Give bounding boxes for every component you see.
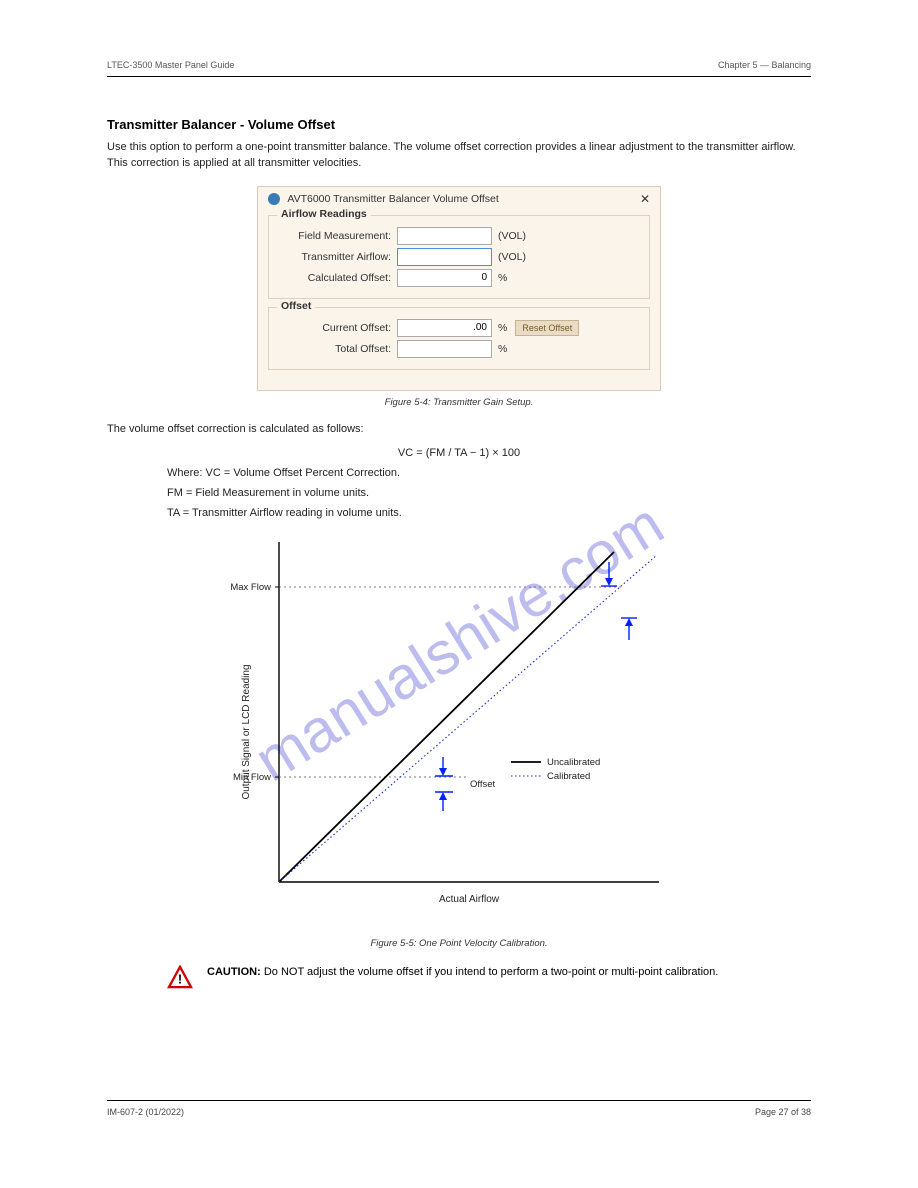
caution-block: ! CAUTION: Do NOT adjust the volume offs… <box>167 965 811 994</box>
footer-page: Page 27 of 38 <box>755 1107 811 1117</box>
y-axis-label: Output Signal or LCD Reading <box>241 664 252 799</box>
where-line-1: Where: VC = Volume Offset Percent Correc… <box>167 466 811 482</box>
footer-code: IM-607-2 (01/2022) <box>107 1107 184 1117</box>
total-offset-unit: % <box>492 343 507 355</box>
transmitter-airflow-label: Transmitter Airflow: <box>277 251 397 263</box>
page-header: LTEC-3500 Master Panel Guide Chapter 5 —… <box>107 60 811 77</box>
section-heading: Transmitter Balancer - Volume Offset <box>107 117 811 132</box>
chapter-title: Chapter 5 — Balancing <box>718 60 811 70</box>
reset-offset-button[interactable]: Reset Offset <box>515 320 579 336</box>
x-axis-label: Actual Airflow <box>439 894 500 905</box>
formula: VC = (FM / TA − 1) × 100 <box>107 446 811 462</box>
offset-marker-min <box>435 757 453 811</box>
volume-offset-dialog: AVT6000 Transmitter Balancer Volume Offs… <box>257 186 661 391</box>
figure-5-5-caption: Figure 5-5: One Point Velocity Calibrati… <box>107 938 811 949</box>
intro-paragraph: Use this option to perform a one-point t… <box>107 140 811 172</box>
caution-body: Do NOT adjust the volume offset if you i… <box>264 966 718 978</box>
offset-group: Offset Current Offset: % Reset Offset To… <box>268 307 650 370</box>
total-offset-label: Total Offset: <box>277 343 397 355</box>
field-measurement-input[interactable] <box>397 227 492 245</box>
calibration-chart: Output Signal or LCD Reading <box>229 532 689 932</box>
figure-5-4-caption: Figure 5-4: Transmitter Gain Setup. <box>107 397 811 408</box>
page-footer: IM-607-2 (01/2022) Page 27 of 38 <box>107 1100 811 1117</box>
where-line-2: FM = Field Measurement in volume units. <box>167 486 811 502</box>
legend-cal-label: Calibrated <box>547 771 590 782</box>
airflow-readings-legend: Airflow Readings <box>277 208 371 220</box>
ytick-max-label: Max Flow <box>230 582 271 593</box>
offset-legend: Offset <box>277 300 315 312</box>
legend-uncal-label: Uncalibrated <box>547 757 600 768</box>
current-offset-input[interactable] <box>397 319 492 337</box>
current-offset-label: Current Offset: <box>277 322 397 334</box>
total-offset-input[interactable] <box>397 340 492 358</box>
caution-label: CAUTION: <box>207 966 261 978</box>
close-icon[interactable]: ✕ <box>640 192 650 206</box>
warning-icon: ! <box>167 965 193 994</box>
field-measurement-unit: (VOL) <box>492 230 526 242</box>
calibrated-line <box>279 555 657 882</box>
calc-intro: The volume offset correction is calculat… <box>107 422 811 438</box>
page-content: LTEC-3500 Master Panel Guide Chapter 5 —… <box>107 60 811 994</box>
chart-svg: Uncalibrated Calibrated Min Flow Max Flo… <box>229 532 689 932</box>
field-measurement-label: Field Measurement: <box>277 230 397 242</box>
calculated-offset-label: Calculated Offset: <box>277 272 397 284</box>
offset-marker-max <box>601 562 637 640</box>
doc-title: LTEC-3500 Master Panel Guide <box>107 60 234 70</box>
calculated-offset-input[interactable] <box>397 269 492 287</box>
caution-text: CAUTION: Do NOT adjust the volume offset… <box>207 965 718 980</box>
current-offset-unit: % <box>492 322 507 334</box>
svg-text:!: ! <box>178 971 182 986</box>
offset-annotation: Offset <box>470 779 496 790</box>
ytick-min-label: Min Flow <box>233 772 271 783</box>
airflow-readings-group: Airflow Readings Field Measurement: (VOL… <box>268 215 650 299</box>
app-icon <box>268 193 280 205</box>
calculated-offset-unit: % <box>492 272 507 284</box>
dialog-title-text: AVT6000 Transmitter Balancer Volume Offs… <box>287 193 498 205</box>
uncalibrated-line <box>279 552 614 882</box>
transmitter-airflow-input[interactable] <box>397 248 492 266</box>
where-line-3: TA = Transmitter Airflow reading in volu… <box>167 506 811 522</box>
transmitter-airflow-unit: (VOL) <box>492 251 526 263</box>
